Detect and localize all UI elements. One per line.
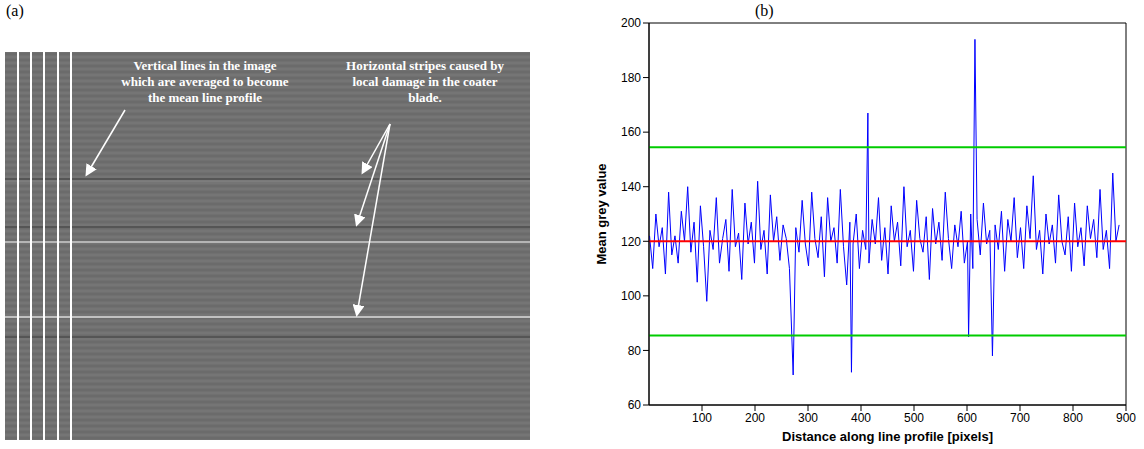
svg-text:Horizontal stripes caused bylo: Horizontal stripes caused bylocal damage… [346, 58, 504, 105]
svg-text:Mean grey value: Mean grey value [594, 163, 609, 264]
svg-text:180: 180 [621, 71, 641, 85]
svg-text:800: 800 [1063, 411, 1083, 425]
html-text:(a): (a) [6, 2, 24, 19]
svg-text:60: 60 [628, 398, 642, 412]
svg-text:300: 300 [798, 411, 818, 425]
svg-text:900: 900 [1116, 411, 1136, 425]
svg-text:160: 160 [621, 125, 641, 139]
svg-text:600: 600 [957, 411, 977, 425]
svg-text:700: 700 [1010, 411, 1030, 425]
svg-text:200: 200 [621, 16, 641, 30]
svg-text:400: 400 [851, 411, 871, 425]
html-text:(b): (b) [755, 2, 774, 19]
svg-text:500: 500 [904, 411, 924, 425]
svg-text:200: 200 [745, 411, 765, 425]
svg-text:100: 100 [621, 289, 641, 303]
svg-text:Distance along line profile [p: Distance along line profile [pixels] [782, 429, 993, 444]
svg-text:Vertical lines in the imagewhi: Vertical lines in the imagewhich are ave… [121, 58, 289, 105]
svg-text:80: 80 [628, 344, 642, 358]
svg-text:100: 100 [692, 411, 712, 425]
svg-text:140: 140 [621, 180, 641, 194]
svg-text:120: 120 [621, 235, 641, 249]
